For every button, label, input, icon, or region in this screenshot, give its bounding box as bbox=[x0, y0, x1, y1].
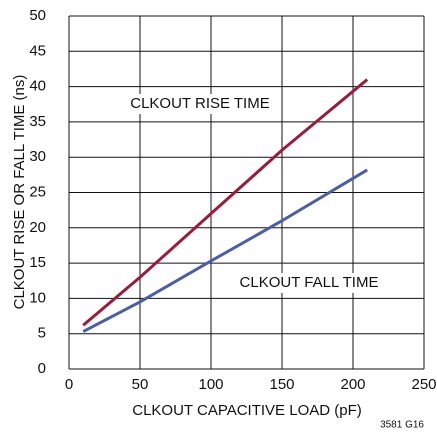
series-line bbox=[82, 78, 369, 327]
x-tick-label: 200 bbox=[340, 376, 365, 393]
y-tick-label: 0 bbox=[38, 360, 46, 377]
y-axis-label: CLKOUT RISE OR FALL TIME (ns) bbox=[11, 75, 28, 310]
y-tick-label: 45 bbox=[29, 42, 46, 59]
x-tick-label: 100 bbox=[198, 376, 223, 393]
series-label: CLKOUT RISE TIME bbox=[130, 95, 269, 112]
y-tick-label: 30 bbox=[29, 148, 46, 165]
y-tick-label: 25 bbox=[29, 183, 46, 200]
y-tick-label: 15 bbox=[29, 254, 46, 271]
series-line bbox=[82, 168, 368, 333]
x-tick-label: 150 bbox=[269, 376, 294, 393]
x-tick-label: 0 bbox=[65, 376, 73, 393]
y-tick-label: 10 bbox=[29, 289, 46, 306]
series-label: CLKOUT FALL TIME bbox=[240, 274, 379, 291]
label-background bbox=[231, 273, 387, 293]
y-tick-label: 20 bbox=[29, 219, 46, 236]
x-tick-label: 50 bbox=[132, 376, 149, 393]
y-tick-label: 35 bbox=[29, 113, 46, 130]
y-tick-label: 5 bbox=[38, 325, 46, 342]
label-background bbox=[122, 94, 278, 114]
x-axis-label: CLKOUT CAPACITIVE LOAD (pF) bbox=[132, 402, 362, 419]
y-tick-label: 50 bbox=[29, 7, 46, 24]
y-tick-label: 40 bbox=[29, 78, 46, 95]
figure-code: 3581 G16 bbox=[380, 420, 424, 431]
x-tick-label: 250 bbox=[411, 376, 436, 393]
